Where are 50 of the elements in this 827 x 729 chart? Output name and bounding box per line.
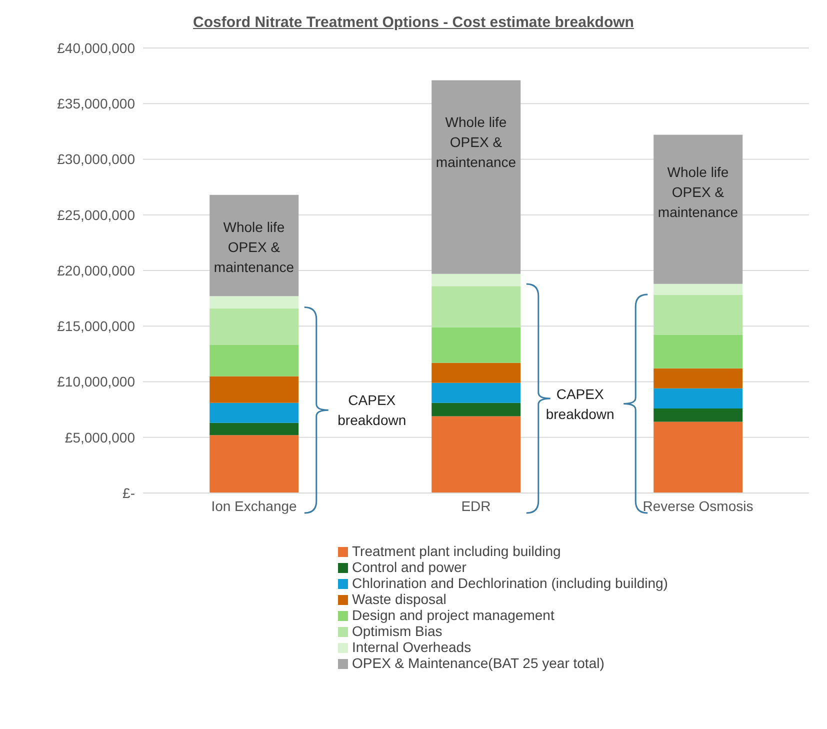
bar (210, 194, 299, 296)
bar (432, 382, 521, 403)
y-tick-label: £15,000,000 (57, 318, 136, 334)
y-tick-label: £35,000,000 (57, 96, 136, 112)
bar (210, 376, 299, 403)
bar (210, 345, 299, 376)
bar (654, 408, 743, 422)
y-tick-label: £40,000,000 (57, 40, 136, 56)
legend-label: Waste disposal (352, 591, 446, 607)
y-tick-label: £25,000,000 (57, 206, 136, 223)
bar (210, 402, 299, 423)
annotation: CAPEX breakdown (544, 384, 616, 424)
y-tick-label: £- (122, 484, 136, 501)
bar (432, 80, 521, 274)
legend-label: Chlorination and Dechlorination (including building) (352, 575, 668, 591)
y-tick-label: £10,000,000 (57, 374, 136, 390)
bar (210, 308, 299, 346)
bar (210, 435, 299, 493)
bar (432, 327, 521, 363)
x-tick-label: Reverse Osmosis (642, 498, 754, 514)
legend-label: Treatment plant including building (352, 543, 561, 559)
bar (432, 286, 521, 328)
annotation: CAPEX breakdown (336, 391, 408, 430)
legend-label: Internal Overheads (352, 639, 472, 655)
bar (654, 335, 743, 368)
x-tick-label: EDR (461, 498, 491, 514)
bar (654, 368, 743, 388)
bar (654, 388, 743, 408)
x-tick-label: Ion Exchange (211, 498, 298, 514)
bar (654, 422, 743, 493)
legend-label: Control and power (352, 559, 466, 575)
bar (654, 284, 743, 295)
bar (210, 422, 299, 436)
bar (654, 134, 743, 284)
bar (432, 274, 521, 286)
bar (654, 294, 743, 336)
chart-title: Cosford Nitrate Treatment Options - Cost estimate breakdown (192, 13, 635, 33)
bar (432, 362, 521, 383)
legend-label: OPEX & Maintenance(BAT 25 year total) (352, 655, 604, 671)
annotation: Whole life OPEX & maintenance (434, 113, 518, 172)
bar (432, 402, 521, 416)
y-tick-label: £5,000,000 (64, 429, 136, 446)
legend-label: Design and project management (352, 607, 554, 623)
bar (432, 416, 521, 493)
y-tick-label: £30,000,000 (57, 151, 136, 168)
y-tick-label: £20,000,000 (57, 262, 136, 278)
annotation: Whole life OPEX & maintenance (656, 163, 740, 222)
annotation: Whole life OPEX & maintenance (212, 218, 296, 278)
bar (210, 296, 299, 308)
legend-label: Optimism Bias (352, 623, 442, 639)
